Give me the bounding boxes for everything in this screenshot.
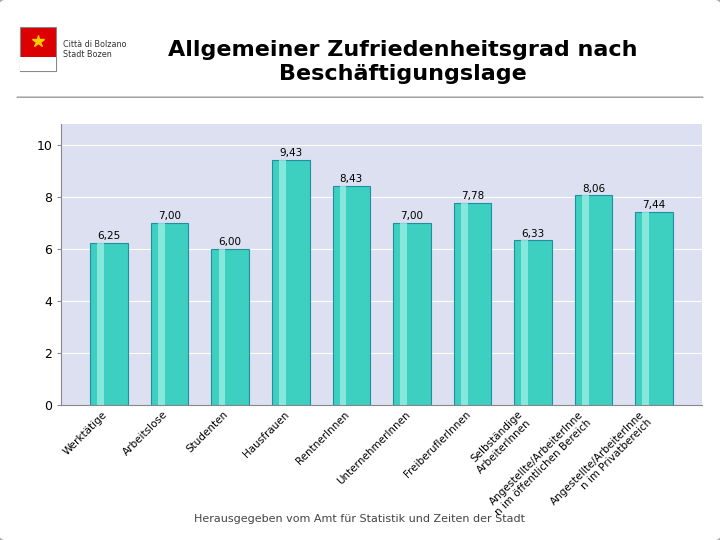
Bar xyxy=(340,186,346,405)
Bar xyxy=(454,202,491,405)
Text: 8,06: 8,06 xyxy=(582,184,605,194)
Text: Città di Bolzano
Stadt Bozen: Città di Bolzano Stadt Bozen xyxy=(63,40,127,59)
Bar xyxy=(635,212,673,405)
Bar xyxy=(19,57,56,71)
Text: 6,25: 6,25 xyxy=(97,231,121,241)
Text: Herausgegeben vom Amt für Statistik und Zeiten der Stadt: Herausgegeben vom Amt für Statistik und … xyxy=(194,514,526,524)
Text: 7,78: 7,78 xyxy=(461,191,484,201)
Bar xyxy=(158,223,165,405)
Text: 7,00: 7,00 xyxy=(400,212,423,221)
Text: 6,00: 6,00 xyxy=(219,238,242,247)
Bar xyxy=(642,212,649,405)
Bar xyxy=(212,249,249,405)
Text: 8,43: 8,43 xyxy=(340,174,363,184)
Text: 7,00: 7,00 xyxy=(158,212,181,221)
Text: 9,43: 9,43 xyxy=(279,148,302,158)
Text: 7,44: 7,44 xyxy=(642,200,666,210)
Bar xyxy=(461,202,467,405)
Bar xyxy=(151,223,189,405)
Bar xyxy=(393,223,431,405)
Bar xyxy=(582,195,589,405)
Bar xyxy=(333,186,370,405)
Bar xyxy=(400,223,407,405)
Text: 6,33: 6,33 xyxy=(521,229,544,239)
Text: Allgemeiner Zufriedenheitsgrad nach
Beschäftigungslage: Allgemeiner Zufriedenheitsgrad nach Besc… xyxy=(168,40,638,84)
Bar xyxy=(279,160,286,405)
Bar xyxy=(219,249,225,405)
Bar xyxy=(90,242,128,405)
Bar xyxy=(521,240,528,405)
Bar xyxy=(97,242,104,405)
Bar xyxy=(272,160,310,405)
Bar xyxy=(575,195,612,405)
Bar xyxy=(514,240,552,405)
Bar xyxy=(19,27,56,71)
